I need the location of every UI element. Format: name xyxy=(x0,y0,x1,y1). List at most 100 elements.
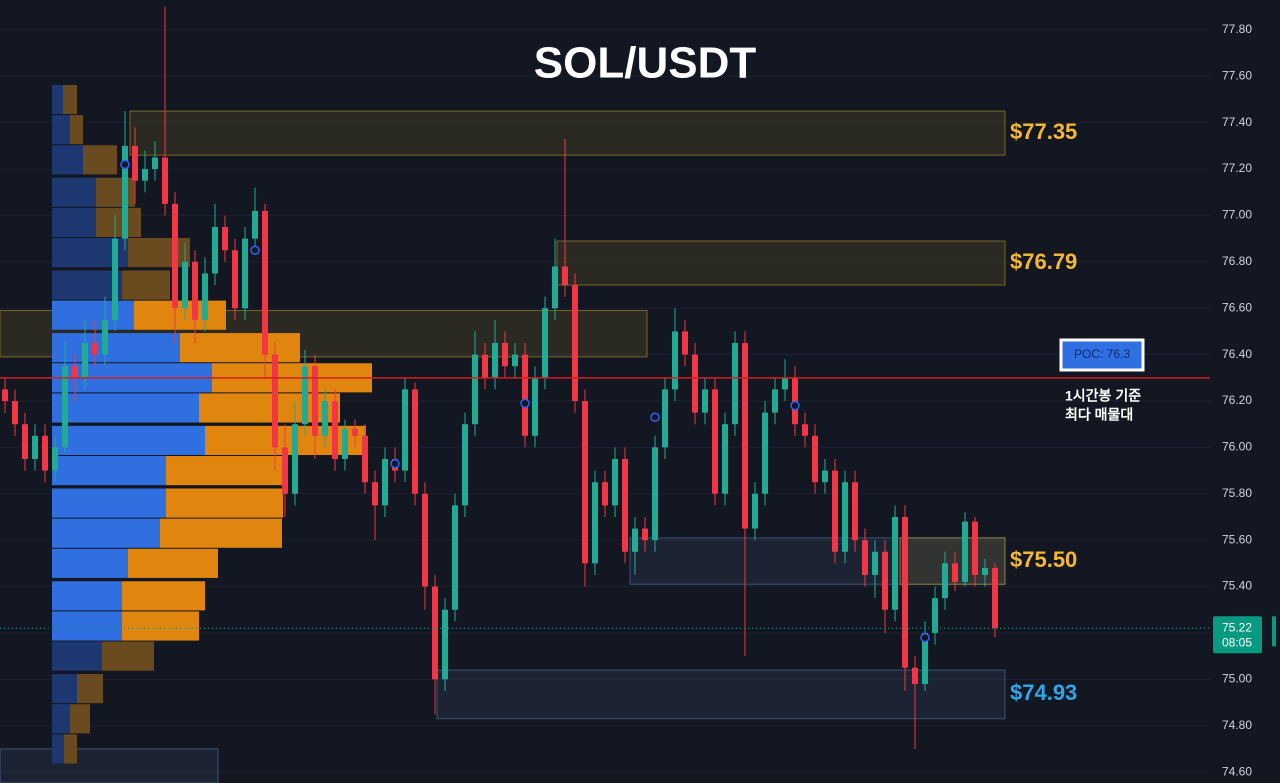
profile-sell xyxy=(96,207,141,237)
y-tick-label: 76.00 xyxy=(1222,440,1252,454)
candle-body xyxy=(372,482,378,506)
candle-body xyxy=(122,145,128,239)
profile-buy xyxy=(52,456,166,486)
candle-body xyxy=(712,389,718,494)
candle-body xyxy=(562,266,568,286)
y-tick-label: 75.40 xyxy=(1222,579,1252,593)
profile-sell xyxy=(96,177,135,207)
marker xyxy=(520,398,530,409)
candle-body xyxy=(312,366,318,436)
candle-body xyxy=(772,389,778,413)
candle-body xyxy=(832,470,838,552)
candle-body xyxy=(142,169,148,181)
candle-body xyxy=(202,273,208,320)
profile-buy xyxy=(52,270,122,300)
profile-buy xyxy=(52,300,134,330)
candle-body xyxy=(492,343,498,378)
last-volume-tag xyxy=(1272,616,1276,647)
candle-body xyxy=(22,424,28,459)
profile-sell xyxy=(70,115,83,145)
candle-body xyxy=(652,447,658,541)
zone-label: $74.93 xyxy=(1010,680,1077,705)
candle-body xyxy=(932,598,938,633)
marker xyxy=(250,245,260,256)
profile-buy xyxy=(52,581,122,611)
candle-body xyxy=(362,435,368,483)
candle-body xyxy=(382,458,388,506)
profile-buy xyxy=(52,425,205,456)
y-tick-label: 76.20 xyxy=(1222,393,1252,407)
profile-sell xyxy=(160,518,282,548)
candle-body xyxy=(852,482,858,541)
zone xyxy=(129,110,1006,156)
marker xyxy=(920,632,930,643)
candle-body xyxy=(292,424,298,494)
last-price-tag xyxy=(1213,616,1262,654)
candle-body xyxy=(962,521,968,582)
candle-body xyxy=(222,227,228,251)
zone-label: $77.35 xyxy=(1010,119,1077,144)
candle-body xyxy=(622,458,628,552)
profile-sell xyxy=(63,84,77,115)
candle-body xyxy=(92,343,98,355)
zones: $77.35 $76.79 $75.50 $74.93 xyxy=(0,110,1077,783)
profile-sell xyxy=(166,488,283,518)
candle-body xyxy=(352,428,358,436)
zone xyxy=(556,240,1006,286)
y-tick-label: 76.40 xyxy=(1222,347,1252,361)
marker xyxy=(390,458,400,469)
profile-buy xyxy=(52,548,128,578)
profile-buy xyxy=(52,177,96,207)
candle-body xyxy=(802,424,808,436)
candle-body xyxy=(552,266,558,309)
candle-body xyxy=(402,389,408,471)
y-tick-label: 75.80 xyxy=(1222,486,1252,500)
candle-body xyxy=(252,210,258,239)
candle-body xyxy=(112,238,118,320)
candle-body xyxy=(682,331,688,355)
profile-buy xyxy=(52,641,102,671)
candle-body xyxy=(882,551,888,610)
candle-body xyxy=(952,563,958,582)
profile-buy xyxy=(52,611,122,641)
candle-body xyxy=(892,516,898,610)
profile-sell xyxy=(166,456,288,486)
candle-body xyxy=(672,331,678,390)
candle-body xyxy=(282,447,288,494)
profile-buy xyxy=(52,704,70,734)
candle-body xyxy=(762,412,768,494)
candle-body xyxy=(302,366,308,425)
candle-body xyxy=(972,521,978,575)
candle-body xyxy=(522,354,528,436)
poc-box xyxy=(1059,338,1145,372)
candle-body xyxy=(662,389,668,448)
candle-body xyxy=(232,250,238,309)
y-tick-label: 76.60 xyxy=(1222,300,1252,314)
candle-body xyxy=(922,632,928,684)
candle-body xyxy=(912,667,918,684)
candle-body xyxy=(422,493,428,587)
candle-body xyxy=(572,285,578,402)
zone xyxy=(436,669,1006,720)
candle-body xyxy=(542,308,548,378)
candle-body xyxy=(722,424,728,494)
candle-body xyxy=(432,586,438,680)
candle-body xyxy=(72,366,78,378)
candle-body xyxy=(322,401,328,436)
y-tick-label: 77.20 xyxy=(1222,161,1252,175)
candle-body xyxy=(702,389,708,413)
candle-body xyxy=(822,470,828,483)
candle-body xyxy=(502,343,508,367)
candle-body xyxy=(102,319,108,355)
candle-body xyxy=(642,528,648,541)
candle-body xyxy=(942,563,948,599)
candle-body xyxy=(262,210,268,355)
candle-body xyxy=(482,354,488,378)
candle-body xyxy=(982,567,988,575)
poc-note: 최다 매물대 xyxy=(1065,407,1133,423)
profile-buy xyxy=(52,333,180,363)
candle-body xyxy=(272,354,278,448)
candle-body xyxy=(872,551,878,575)
y-tick-label: 75.00 xyxy=(1222,671,1252,685)
